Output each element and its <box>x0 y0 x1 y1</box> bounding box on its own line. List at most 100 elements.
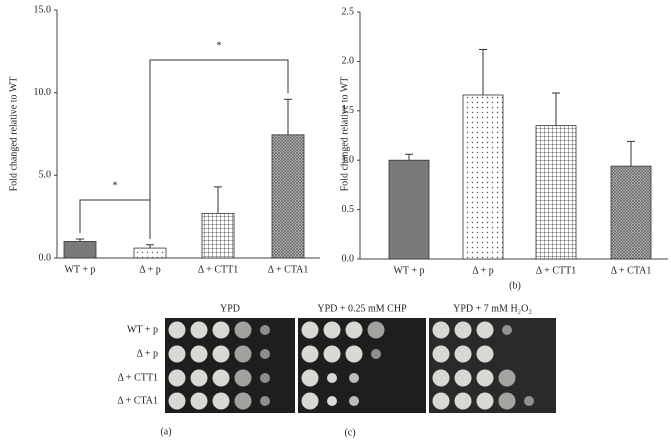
bar <box>610 165 652 260</box>
colony-spot <box>190 345 208 363</box>
error-bar <box>552 92 560 126</box>
row-label: Δ + CTA1 <box>117 395 158 406</box>
bar <box>133 247 167 259</box>
colony-spot <box>432 321 450 339</box>
colony-spot <box>454 345 472 363</box>
significance-label: * <box>217 40 222 51</box>
y-tick-label: 1.0 <box>342 154 355 165</box>
colony-spot <box>367 321 385 339</box>
caption: (a) <box>160 426 171 437</box>
y-tick-label: 0.5 <box>342 204 355 215</box>
bar <box>63 241 97 259</box>
colony-spot <box>432 345 450 363</box>
colony-spot <box>476 392 494 410</box>
caption: (c) <box>344 427 355 438</box>
colony-spot <box>502 325 512 335</box>
colony-spot <box>323 321 341 339</box>
error-bar <box>76 238 84 242</box>
colony-spot <box>234 369 252 387</box>
significance-label: * <box>113 180 118 191</box>
colony-spot <box>524 396 534 406</box>
y-tick-label: 5.0 <box>39 170 52 181</box>
colony-spot <box>260 396 270 406</box>
colony-spot <box>168 345 186 363</box>
colony-spot <box>454 392 472 410</box>
x-tick-label: Δ + CTA1 <box>268 264 309 275</box>
colony-spot <box>234 321 252 339</box>
significance-bracket <box>149 59 289 239</box>
y-tick-label: 2.0 <box>342 56 355 67</box>
colony-spot <box>349 373 359 383</box>
x-tick-label: WT + p <box>64 264 95 275</box>
colony-spot <box>234 345 252 363</box>
colony-spot <box>190 321 208 339</box>
x-tick-label: Δ + p <box>139 264 161 275</box>
colony-spot <box>260 373 270 383</box>
error-bar <box>214 186 222 214</box>
y-axis-label: Fold changed relative to WT <box>8 77 19 192</box>
caption: (b) <box>509 280 521 291</box>
x-tick-label: Δ + CTA1 <box>611 265 652 276</box>
colony-spot <box>190 369 208 387</box>
colony-spot <box>212 345 230 363</box>
colony-spot <box>432 369 450 387</box>
row-label: Δ + CTT1 <box>118 372 158 383</box>
colony-spot <box>327 373 337 383</box>
y-tick-label: 15.0 <box>34 4 52 15</box>
colony-spot <box>260 325 270 335</box>
column-label: YPD <box>220 303 240 314</box>
error-bar <box>479 49 487 95</box>
colony-spot <box>212 321 230 339</box>
y-tick-label: 10.0 <box>34 87 52 98</box>
error-bar <box>405 153 413 161</box>
plate-image <box>298 318 426 413</box>
colony-spot <box>327 396 337 406</box>
colony-spot <box>349 396 359 406</box>
row-label: WT + p <box>127 324 158 335</box>
colony-spot <box>301 321 319 339</box>
x-tick-label: Δ + p <box>472 265 494 276</box>
colony-spot <box>168 392 186 410</box>
colony-spot <box>212 392 230 410</box>
colony-spot <box>454 369 472 387</box>
row-label: Δ + p <box>136 348 158 359</box>
plate-image <box>165 318 295 413</box>
colony-spot <box>260 349 270 359</box>
y-tick-label: 2.5 <box>342 6 355 17</box>
bar <box>535 125 577 260</box>
error-bar <box>146 244 154 249</box>
colony-spot <box>345 321 363 339</box>
x-tick-label: WT + p <box>393 265 424 276</box>
significance-bracket <box>79 199 151 239</box>
colony-spot <box>301 345 319 363</box>
colony-spot <box>168 369 186 387</box>
colony-spot <box>476 345 494 363</box>
error-bar <box>284 98 292 135</box>
colony-spot <box>454 321 472 339</box>
x-tick-label: Δ + CTT1 <box>536 265 576 276</box>
bar <box>388 159 430 260</box>
bar <box>201 212 235 259</box>
colony-spot <box>212 369 230 387</box>
colony-spot <box>432 392 450 410</box>
colony-spot <box>323 345 341 363</box>
x-tick-label: Δ + CTT1 <box>198 264 238 275</box>
colony-spot <box>345 345 363 363</box>
column-label: YPD + 7 mM H₂O₂ <box>453 303 532 314</box>
bar <box>271 134 305 259</box>
column-label: YPD + 0.25 mM CHP <box>317 303 407 314</box>
colony-spot <box>498 369 516 387</box>
y-tick-label: 0.0 <box>39 252 52 263</box>
colony-spot <box>190 392 208 410</box>
colony-spot <box>371 349 381 359</box>
colony-spot <box>168 321 186 339</box>
y-tick-label: 1.5 <box>342 105 355 116</box>
colony-spot <box>476 369 494 387</box>
bar <box>462 94 504 260</box>
colony-spot <box>234 392 252 410</box>
colony-spot <box>301 392 319 410</box>
colony-spot <box>301 369 319 387</box>
error-bar <box>627 140 635 167</box>
y-axis-label: Fold changed relative to WT <box>339 77 350 192</box>
